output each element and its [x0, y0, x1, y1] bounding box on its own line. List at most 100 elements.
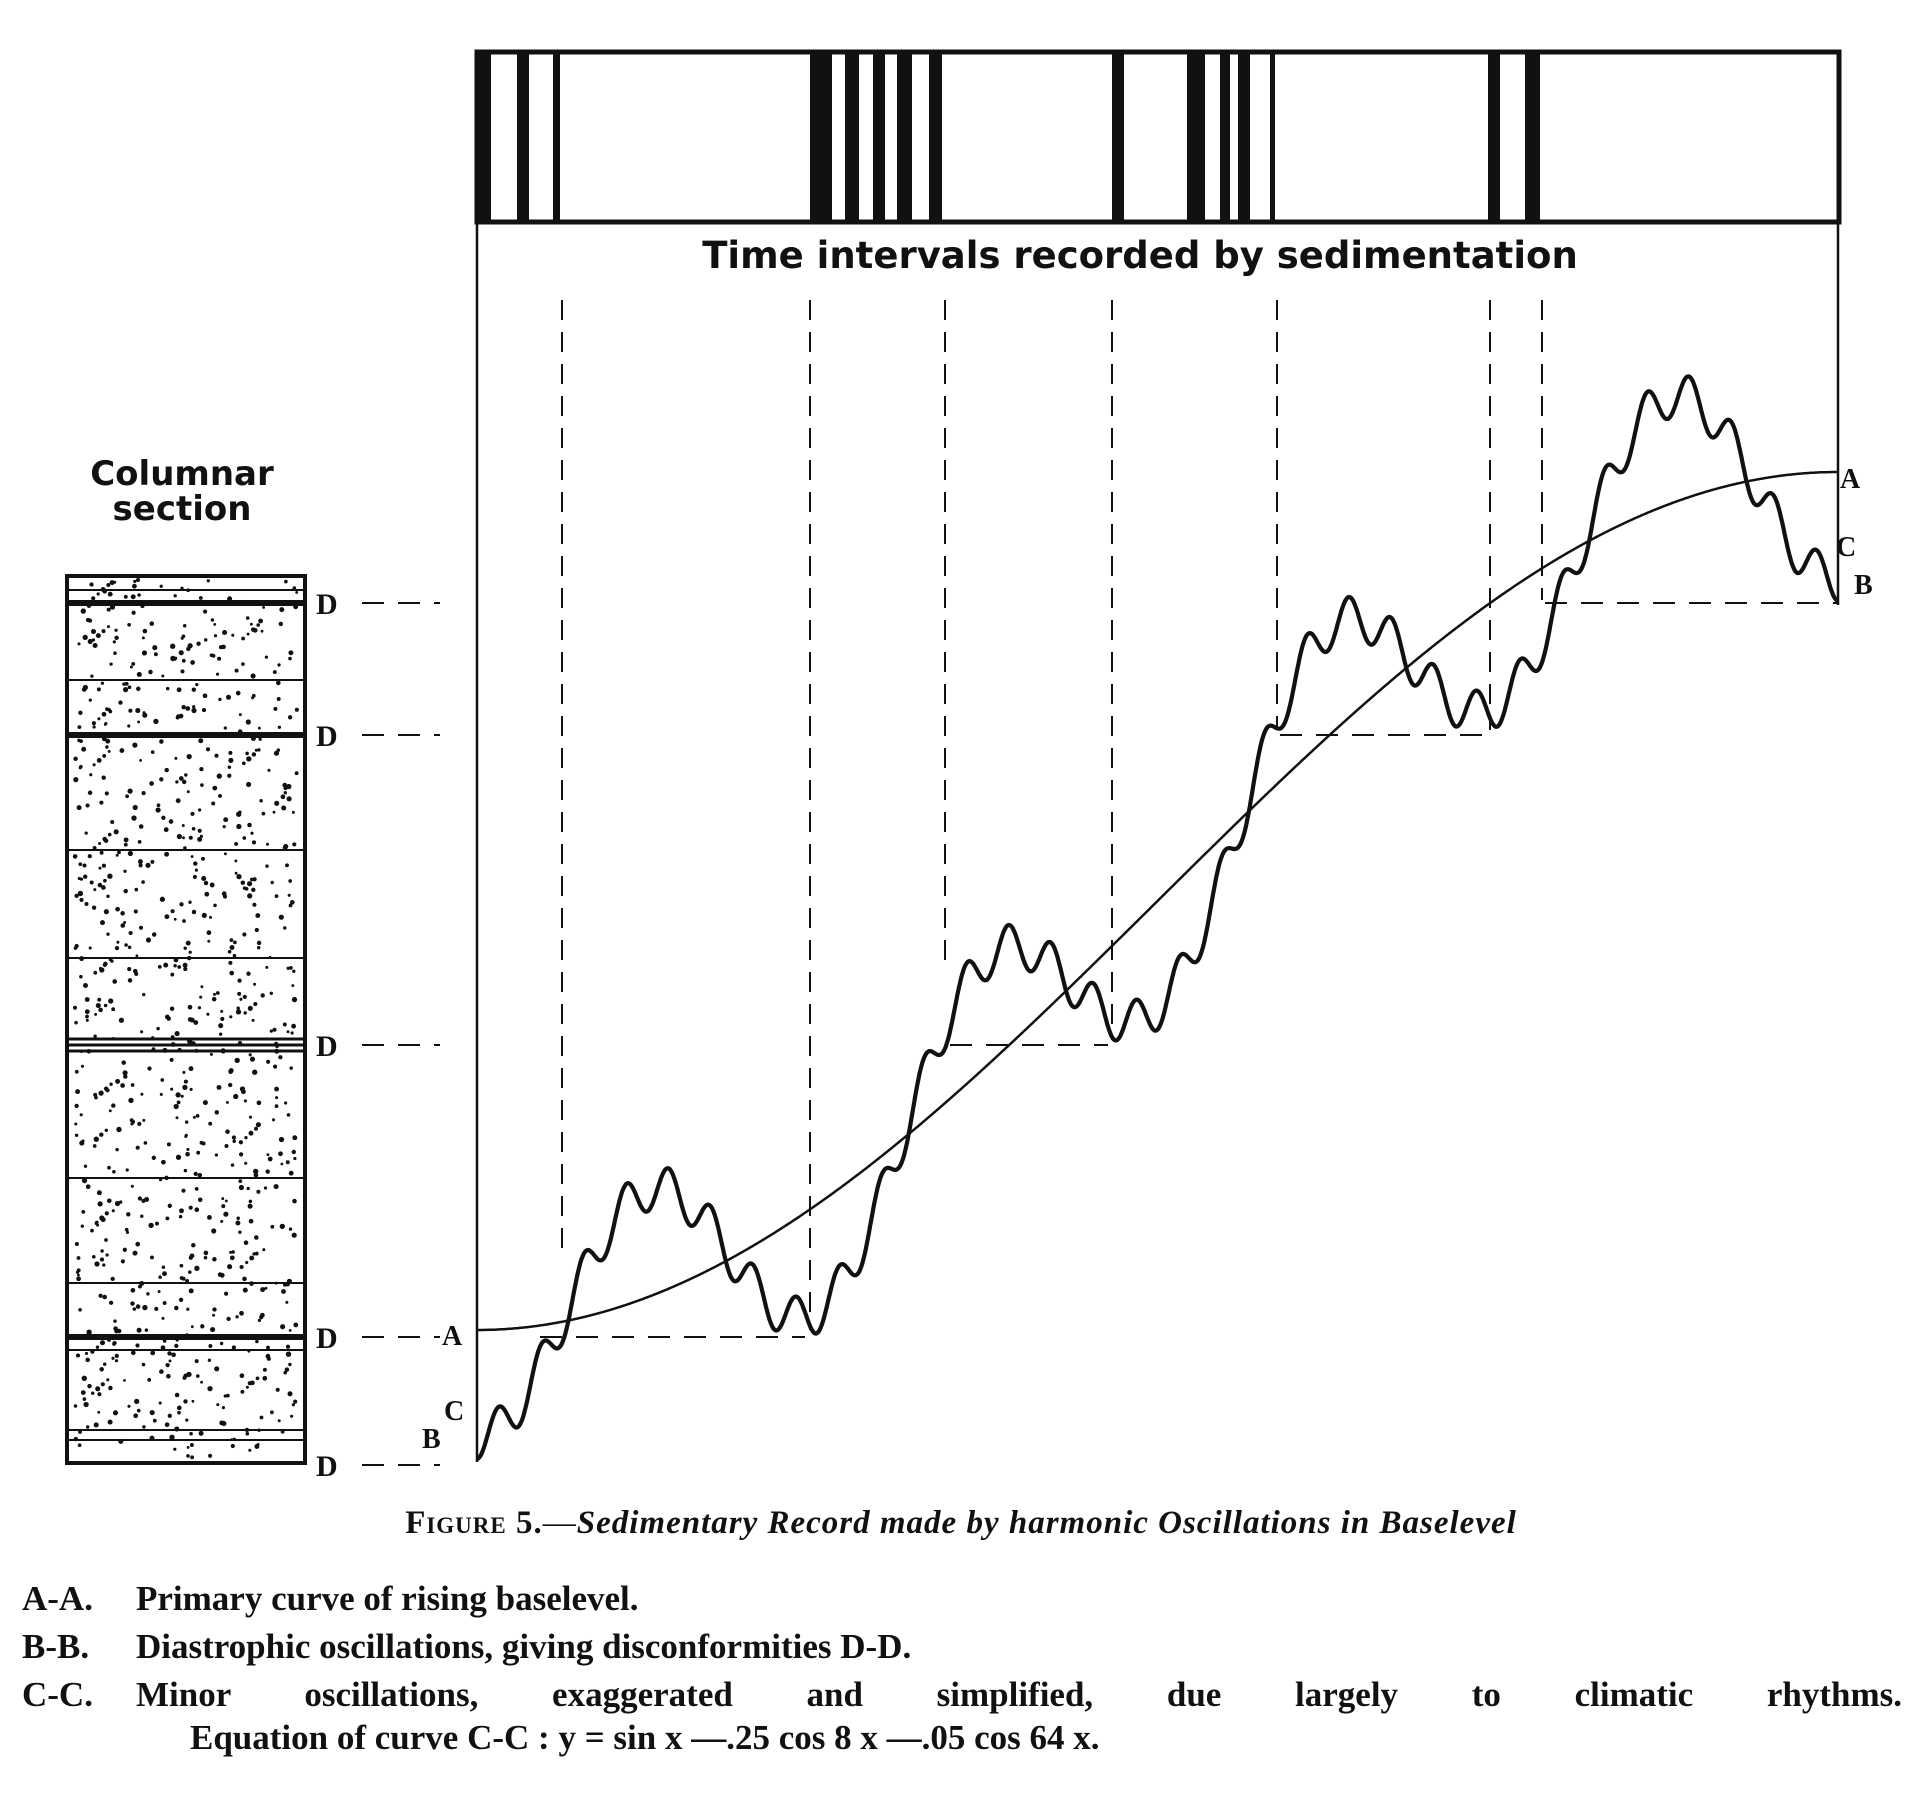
sand-dot: [136, 578, 140, 582]
sand-dot: [163, 962, 169, 968]
sand-dot: [134, 887, 139, 892]
sand-dot: [91, 596, 96, 601]
sand-dot: [127, 724, 131, 728]
sand-dot: [191, 1242, 196, 1248]
sand-dot: [166, 1142, 171, 1147]
sand-dot: [276, 748, 281, 752]
sand-dot: [287, 1391, 293, 1397]
sand-dot: [260, 629, 264, 633]
sand-dot: [111, 1007, 116, 1012]
sand-dot: [293, 1399, 298, 1404]
sand-dot: [265, 1169, 270, 1174]
sand-dot: [197, 836, 203, 842]
sand-dot: [235, 1220, 241, 1226]
sand-dot: [293, 1156, 297, 1161]
sand-dot: [203, 638, 208, 642]
sand-dot: [92, 846, 97, 850]
sand-dot: [186, 1454, 190, 1458]
sand-dot: [224, 1144, 229, 1148]
sand-dot: [151, 932, 157, 937]
sand-dot: [87, 854, 92, 859]
sand-dot: [221, 644, 226, 650]
sand-dot: [174, 1392, 180, 1398]
sand-dot: [245, 1431, 250, 1436]
sand-dot: [251, 1018, 255, 1022]
columnar-section: [65, 574, 307, 1465]
sand-dot: [160, 1078, 165, 1082]
sand-dot: [122, 1070, 128, 1076]
sand-dot: [192, 874, 197, 879]
sand-dot: [141, 650, 148, 656]
sand-dot: [79, 877, 84, 881]
sand-dot: [131, 1120, 136, 1124]
sand-dot: [141, 880, 145, 884]
sand-dot: [96, 1190, 102, 1196]
sand-dot: [222, 824, 226, 829]
sand-dot: [92, 725, 96, 729]
sand-dot: [194, 868, 198, 872]
sand-dot: [193, 1171, 198, 1177]
sand-dot: [116, 1126, 122, 1133]
sand-dot: [237, 811, 241, 815]
sand-dot: [233, 1093, 239, 1100]
sand-dot: [80, 1390, 86, 1396]
sand-dot: [274, 1086, 280, 1092]
sand-dot: [288, 1362, 292, 1367]
sand-dot: [238, 1152, 244, 1157]
sand-dot: [224, 1291, 229, 1296]
sand-dot: [148, 1222, 154, 1229]
sand-dot: [135, 1304, 141, 1309]
sand-dot: [176, 1405, 182, 1411]
sand-dot: [189, 1087, 193, 1091]
sand-dot: [149, 781, 154, 786]
sand-dot: [161, 674, 165, 678]
sand-dot: [231, 1250, 235, 1254]
sand-dot: [277, 1419, 281, 1423]
sand-dot: [157, 1290, 161, 1293]
sand-dot: [273, 1184, 279, 1190]
sand-dot: [173, 1447, 177, 1451]
sand-dot: [100, 1382, 105, 1387]
sand-dot: [231, 633, 235, 637]
sand-dot: [142, 1118, 146, 1122]
sand-dot: [286, 796, 292, 802]
sand-dot: [127, 850, 133, 857]
sand-dot: [161, 1265, 166, 1269]
sand-dot: [83, 1401, 89, 1408]
sand-dot: [100, 681, 105, 685]
sand-dot: [248, 1218, 254, 1224]
sand-dot: [245, 616, 250, 620]
sand-dot: [170, 655, 176, 662]
sand-dot: [97, 717, 101, 721]
sand-dot: [74, 893, 79, 899]
sand-dot: [138, 925, 144, 930]
sand-dot: [289, 900, 295, 905]
sand-dot: [226, 1316, 231, 1322]
sand-dot: [146, 1292, 150, 1296]
sand-dot: [113, 651, 117, 655]
sand-dot: [276, 697, 281, 701]
sand-dot: [265, 965, 269, 969]
sand-dot: [214, 1110, 220, 1115]
sand-dot: [223, 852, 227, 856]
sand-dot: [132, 742, 138, 748]
sand-dot: [84, 1009, 90, 1015]
legend-key: B-B.: [22, 1627, 90, 1666]
sand-dot: [74, 1103, 79, 1109]
sand-dot: [255, 913, 261, 919]
sand-dot: [95, 1220, 99, 1225]
sand-dot: [88, 946, 92, 950]
sand-dot: [100, 920, 105, 926]
sand-dot: [77, 642, 81, 646]
sand-dot: [243, 1011, 247, 1015]
sand-dot: [127, 622, 131, 627]
sand-dot: [194, 1265, 200, 1271]
sand-dot: [207, 1215, 212, 1220]
sand-dot: [141, 1198, 146, 1203]
sand-dot: [159, 896, 166, 902]
sand-dot: [89, 582, 94, 587]
sand-dot: [110, 819, 115, 825]
sand-dot: [283, 1370, 288, 1375]
sand-dot: [186, 753, 192, 760]
sand-dot: [142, 628, 148, 634]
